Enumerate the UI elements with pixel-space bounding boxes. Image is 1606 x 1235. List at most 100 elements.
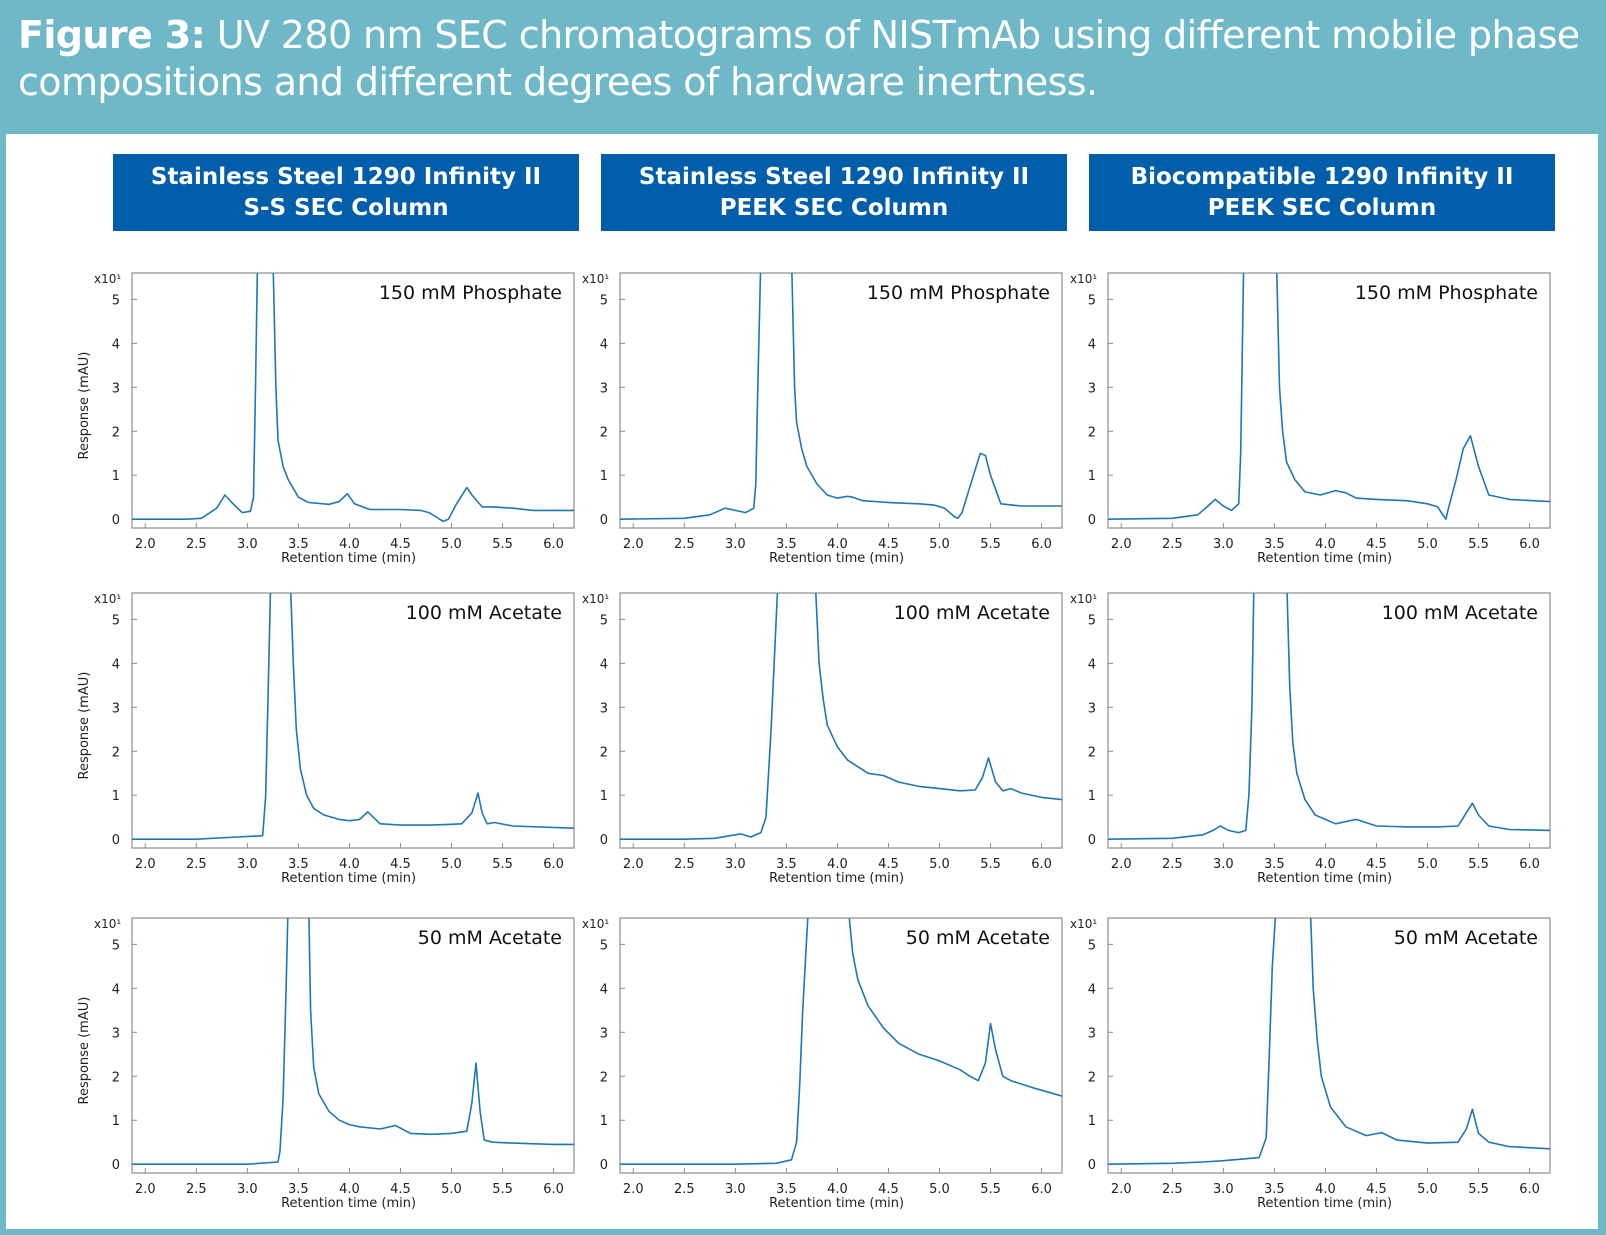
chart-3-2-x-tick-label: 3.5: [776, 1182, 797, 1197]
chart-3-3-y-tick-label: 2: [1088, 1070, 1096, 1085]
chart-3-2-trace-line: [620, 918, 1062, 1165]
chart-2-1-y-tick-label: 0: [112, 833, 120, 848]
chart-1-2-trace-line: [620, 273, 1062, 520]
chart-1-1-trace-line: [132, 273, 574, 523]
column-header-3-line1: Biocompatible 1290 Infinity II: [1130, 163, 1514, 190]
chart-1-1-x-axis-label: Retention time (min): [281, 551, 416, 566]
chart-1-1-y-scale-label: x10¹: [94, 272, 121, 286]
chart-2-3-x-tick-label: 3.5: [1264, 857, 1285, 872]
chart-3-1-x-tick-label: 5.0: [441, 1182, 462, 1197]
chart-1-2-condition-label: 150 mM Phosphate: [867, 282, 1050, 304]
chart-1-2-x-tick-label: 5.0: [929, 537, 950, 552]
chart-3-1-x-tick-label: 3.0: [237, 1182, 258, 1197]
chart-3-2-x-tick-label: 5.0: [929, 1182, 950, 1197]
chart-1-1-y-axis-label: Response (mAU): [77, 352, 92, 460]
chart-3-1-x-tick-label: 2.0: [135, 1182, 156, 1197]
chart-2-1-x-tick-label: 5.0: [441, 857, 462, 872]
chart-2-2-y-tick-label: 1: [600, 789, 608, 804]
chart-3-2-x-tick-label: 4.0: [827, 1182, 848, 1197]
chart-3-3-y-tick-label: 4: [1088, 982, 1096, 997]
chart-2-3-y-tick-label: 5: [1088, 613, 1096, 628]
chart-1-3-y-tick-label: 1: [1088, 469, 1096, 484]
chart-2-3-y-tick-label: 3: [1088, 701, 1096, 716]
chart-2-2-y-tick-label: 4: [600, 657, 608, 672]
chart-2-2-x-tick-label: 2.5: [674, 857, 695, 872]
chart-3-3-x-tick-label: 2.0: [1111, 1182, 1132, 1197]
chart-1-3-y-scale-label: x10¹: [1070, 272, 1097, 286]
chart-1-2-x-axis-label: Retention time (min): [769, 551, 904, 566]
chart-1-2-x-tick-label: 5.5: [980, 537, 1001, 552]
column-header-1-line2: S-S SEC Column: [243, 194, 449, 221]
chart-1-3-plot-frame: [1107, 272, 1551, 529]
chart-3-3-y-tick-label: 3: [1088, 1026, 1096, 1041]
chart-3-3-x-tick-label: 4.5: [1366, 1182, 1387, 1197]
chart-2-2-y-tick-label: 3: [600, 701, 608, 716]
chart-3-2-condition-label: 50 mM Acetate: [906, 927, 1050, 949]
chart-1-3-trace-line: [1108, 273, 1550, 520]
chart-1-2-plot-frame: [619, 272, 1063, 529]
chart-2-3-x-tick-label: 6.0: [1519, 857, 1540, 872]
chart-3-3-y-tick-label: 1: [1088, 1114, 1096, 1129]
chart-2-3-x-tick-label: 3.0: [1213, 857, 1234, 872]
chart-2-2-plot-frame: [619, 592, 1063, 849]
chart-1-3-x-tick-label: 6.0: [1519, 537, 1540, 552]
chart-1-1-y-tick-label: 0: [112, 513, 120, 528]
column-header-2-line2: PEEK SEC Column: [719, 194, 949, 221]
chart-2-1-y-axis-label: Response (mAU): [77, 672, 92, 780]
chart-2-3-plot-frame: [1107, 592, 1551, 849]
chart-3-3-x-tick-label: 4.0: [1315, 1182, 1336, 1197]
chart-1-1-x-tick-label: 3.5: [288, 537, 309, 552]
chart-2-1-trace-line: [132, 593, 574, 840]
chart-3-2-x-tick-label: 2.5: [674, 1182, 695, 1197]
chart-2-3-y-tick-label: 0: [1088, 833, 1096, 848]
chart-3-2-y-tick-label: 1: [600, 1114, 608, 1129]
chart-1-3-x-tick-label: 5.0: [1417, 537, 1438, 552]
column-header-3: Biocompatible 1290 Infinity II PEEK SEC …: [1089, 154, 1555, 231]
chart-1-2-y-tick-label: 4: [600, 337, 608, 352]
chart-1-1-y-tick-label: 1: [112, 469, 120, 484]
chart-1-2-x-tick-label: 3.0: [725, 537, 746, 552]
chart-2-2-trace-line: [620, 593, 1062, 840]
chart-2-1-y-tick-label: 4: [112, 657, 120, 672]
chart-2-3-x-axis-label: Retention time (min): [1257, 871, 1392, 886]
chart-1-3-y-tick-label: 4: [1088, 337, 1096, 352]
figure-label: Figure 3:: [18, 13, 206, 57]
chart-2-3-x-tick-label: 2.0: [1111, 857, 1132, 872]
chart-3-3-x-tick-label: 6.0: [1519, 1182, 1540, 1197]
column-header-3-line2: PEEK SEC Column: [1207, 194, 1437, 221]
chart-1-2-x-tick-label: 4.0: [827, 537, 848, 552]
chart-3-3-x-axis-label: Retention time (min): [1257, 1196, 1392, 1211]
chart-3-2-x-tick-label: 5.5: [980, 1182, 1001, 1197]
chart-2-3-y-tick-label: 4: [1088, 657, 1096, 672]
chart-2-1-y-tick-label: 5: [112, 613, 120, 628]
chart-2-3-condition-label: 100 mM Acetate: [1382, 602, 1538, 624]
chart-1-2-x-tick-label: 2.0: [623, 537, 644, 552]
chart-2-2-x-tick-label: 6.0: [1031, 857, 1052, 872]
chart-2-1-y-tick-label: 2: [112, 745, 120, 760]
chart-1-3-x-tick-label: 4.0: [1315, 537, 1336, 552]
chart-1-2-x-tick-label: 4.5: [878, 537, 899, 552]
chart-3-1-y-tick-label: 1: [112, 1114, 120, 1129]
chart-3-3-y-tick-label: 5: [1088, 938, 1096, 953]
chart-1-1-x-tick-label: 5.5: [492, 537, 513, 552]
chart-1-3-x-tick-label: 2.0: [1111, 537, 1132, 552]
chart-2-3-trace-line: [1108, 593, 1550, 840]
chart-2-2-x-tick-label: 5.5: [980, 857, 1001, 872]
chart-2-2-x-tick-label: 5.0: [929, 857, 950, 872]
chart-3-3-x-tick-label: 3.5: [1264, 1182, 1285, 1197]
chart-3-1-plot-frame: [131, 917, 575, 1174]
chart-1-3-y-tick-label: 0: [1088, 513, 1096, 528]
chart-1-2-x-tick-label: 6.0: [1031, 537, 1052, 552]
chart-3-1-trace-line: [132, 918, 574, 1165]
chart-3-2-x-axis-label: Retention time (min): [769, 1196, 904, 1211]
chart-3-2-y-tick-label: 3: [600, 1026, 608, 1041]
chart-3-1-y-tick-label: 5: [112, 938, 120, 953]
chart-3-2-y-scale-label: x10¹: [582, 917, 609, 931]
chart-2-1-y-tick-label: 3: [112, 701, 120, 716]
chart-3-3-trace-line: [1108, 918, 1550, 1165]
chart-3-3-x-tick-label: 5.5: [1468, 1182, 1489, 1197]
chart-2-3-y-scale-label: x10¹: [1070, 592, 1097, 606]
chart-1-3-x-tick-label: 3.0: [1213, 537, 1234, 552]
chart-1-1-y-tick-label: 4: [112, 337, 120, 352]
chart-1-3-y-tick-label: 3: [1088, 381, 1096, 396]
